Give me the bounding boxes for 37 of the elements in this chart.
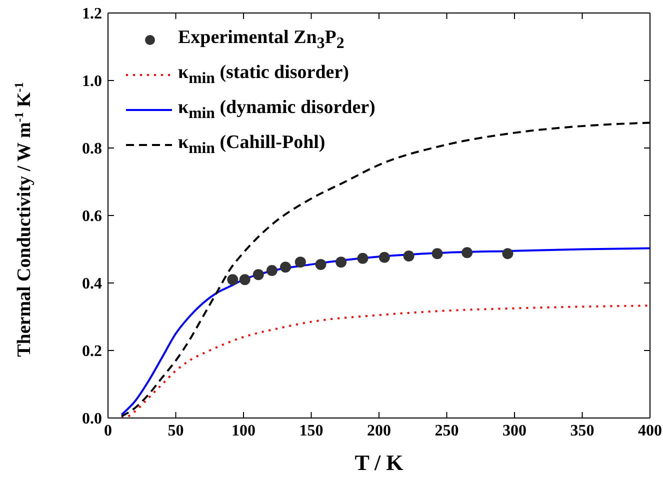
point (378, 252, 390, 263)
legend-label: κ$_{min}$ (Cahill-Pohl) (178, 132, 326, 158)
y-tick-label: 0.0 (82, 410, 102, 428)
y-tick-label: 0.4 (82, 276, 102, 293)
x-tick-label: 100 (232, 422, 256, 440)
legend-label: κ$_{min}$ (dynamic disorder) (178, 96, 376, 122)
y-tick-label: 0.8 (82, 140, 102, 158)
point (432, 248, 443, 260)
x-tick-label: 150 (299, 422, 324, 440)
y-tick-label: 1.0 (82, 73, 102, 90)
point (502, 248, 514, 260)
x-tick-label: 50 (168, 422, 184, 440)
x-tick-label: 250 (434, 422, 459, 440)
y-tick-label: 0.2 (82, 343, 102, 360)
point (462, 247, 473, 258)
point (239, 274, 250, 286)
point (357, 252, 368, 264)
y-tick-label: 1.2 (82, 6, 102, 23)
point (266, 265, 278, 276)
legend-label: Experimental Zn$_{3}$P$_{2}$ (178, 26, 344, 52)
line-series (120, 247, 650, 416)
point (315, 258, 326, 270)
point (227, 274, 238, 286)
x-tick-label: 200 (367, 422, 391, 440)
x-tick-label: 400 (638, 422, 662, 440)
x-tick-label: 350 (570, 422, 594, 440)
x-axis-title: T / K (354, 450, 404, 475)
point (336, 256, 347, 268)
point (280, 262, 292, 273)
x-tick-label: 0 (104, 422, 112, 440)
x-tick-label: 300 (502, 422, 526, 440)
point (252, 269, 264, 280)
point (294, 256, 306, 268)
point (403, 250, 414, 262)
y-tick-label: 0.6 (82, 208, 102, 226)
line-series (120, 304, 650, 418)
legend-label: κ$_{min}$ (static disorder) (178, 62, 349, 88)
